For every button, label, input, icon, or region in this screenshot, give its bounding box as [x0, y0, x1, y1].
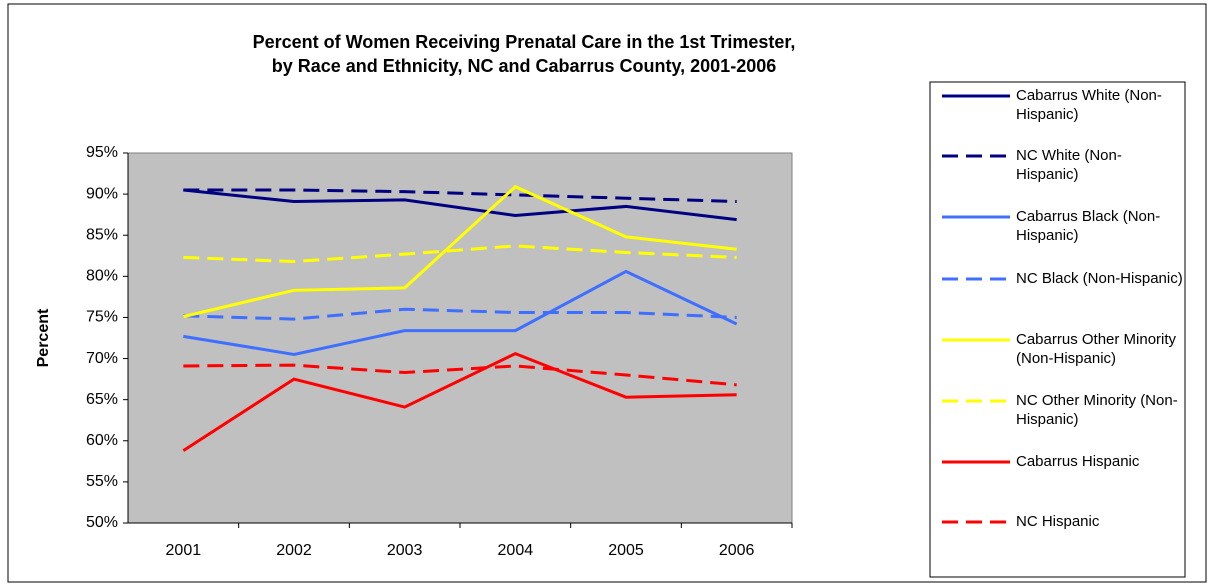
chart-title: Percent of Women Receiving Prenatal Care…	[253, 32, 796, 52]
y-tick-label: 65%	[86, 391, 118, 408]
y-tick-label: 70%	[86, 350, 118, 367]
series-line	[183, 269, 738, 356]
series-line	[183, 188, 737, 222]
y-tick-label: 90%	[86, 185, 118, 202]
x-tick-label: 2001	[166, 542, 202, 559]
y-tick-label: 55%	[86, 473, 118, 490]
legend-label: Cabarrus White (Non-Hispanic)	[1016, 87, 1162, 123]
legend-label: Cabarrus Hispanic	[1016, 453, 1140, 470]
y-axis-label: Percent	[35, 308, 52, 367]
series-line	[183, 244, 737, 264]
x-tick-label: 2003	[387, 542, 423, 559]
legend-box	[929, 81, 1186, 578]
chart-title: by Race and Ethnicity, NC and Cabarrus C…	[272, 56, 776, 76]
series-line	[183, 188, 737, 204]
legend-label: NC Hispanic	[1016, 513, 1100, 530]
y-tick-label: 60%	[86, 432, 118, 449]
x-tick-label: 2002	[276, 542, 312, 559]
y-tick-label: 80%	[86, 268, 118, 285]
legend-label: NC White (Non-Hispanic)	[1016, 147, 1122, 183]
legend-label: Cabarrus Other Minority (Non-Hispanic)	[1016, 331, 1177, 367]
x-tick-label: 2004	[498, 542, 534, 559]
series-line	[183, 363, 737, 387]
series-line	[183, 307, 737, 321]
plot-area	[127, 152, 793, 524]
x-tick-label: 2006	[719, 542, 755, 559]
legend-label: Cabarrus Black (Non-Hispanic)	[1016, 208, 1161, 244]
y-tick-label: 85%	[86, 226, 118, 243]
y-tick-label: 95%	[86, 144, 118, 161]
x-tick-label: 2005	[608, 542, 644, 559]
legend-label: NC Black (Non-Hispanic)	[1016, 270, 1183, 287]
legend-label: NC Other Minority (Non-Hispanic)	[1016, 392, 1178, 428]
y-tick-label: 75%	[86, 309, 118, 326]
series-line	[182, 351, 737, 452]
y-tick-label: 50%	[86, 514, 118, 531]
series-line	[182, 184, 737, 319]
